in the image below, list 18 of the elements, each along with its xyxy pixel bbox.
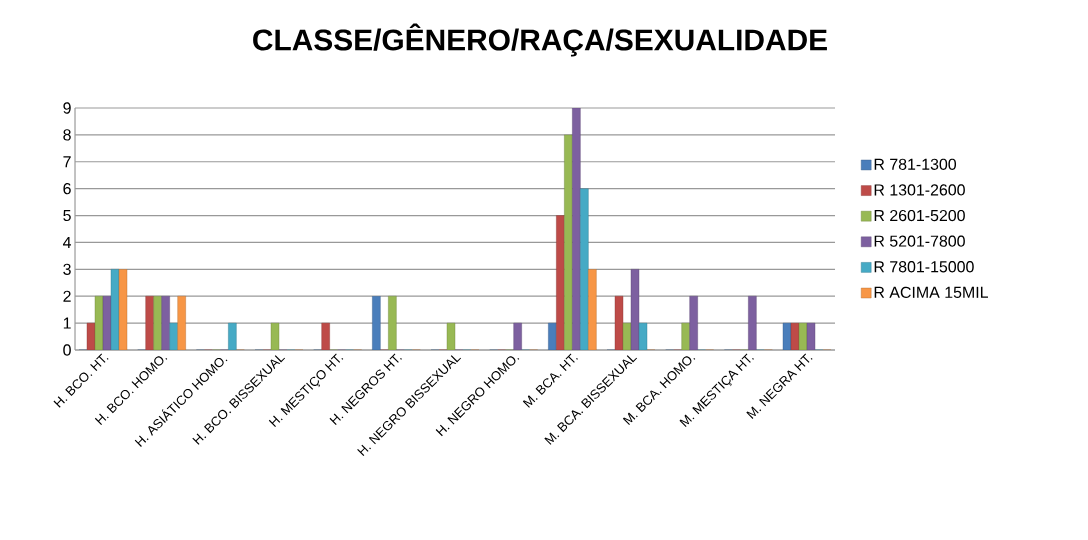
legend-label: R 1301-2600: [874, 184, 965, 196]
legend-label: R 2601-5200: [874, 209, 965, 222]
chart-title: CLASSE/GÊNERO/RAÇA/SEXUALIDADE: [253, 23, 827, 57]
x-tick-label: M. BCA. HT.: [522, 353, 578, 408]
y-tick-label: 9: [63, 102, 71, 114]
y-tick-label: 8: [63, 129, 71, 141]
y-tick-label: 7: [63, 156, 71, 168]
legend-label: R 781-1300: [874, 158, 957, 170]
y-tick-label: 6: [63, 183, 71, 195]
y-tick-label: 1: [63, 317, 71, 329]
y-tick-label: 3: [63, 263, 71, 275]
y-tick-label: 5: [63, 209, 71, 222]
legend-label: R 5201-7800: [874, 235, 965, 247]
y-tick-label: 0: [63, 344, 71, 356]
y-tick-label: 4: [62, 236, 72, 248]
legend-label: R ACIMA 15MIL: [874, 286, 988, 298]
legend-label: R 7801-15000: [874, 261, 974, 273]
y-tick-label: 2: [63, 290, 71, 302]
